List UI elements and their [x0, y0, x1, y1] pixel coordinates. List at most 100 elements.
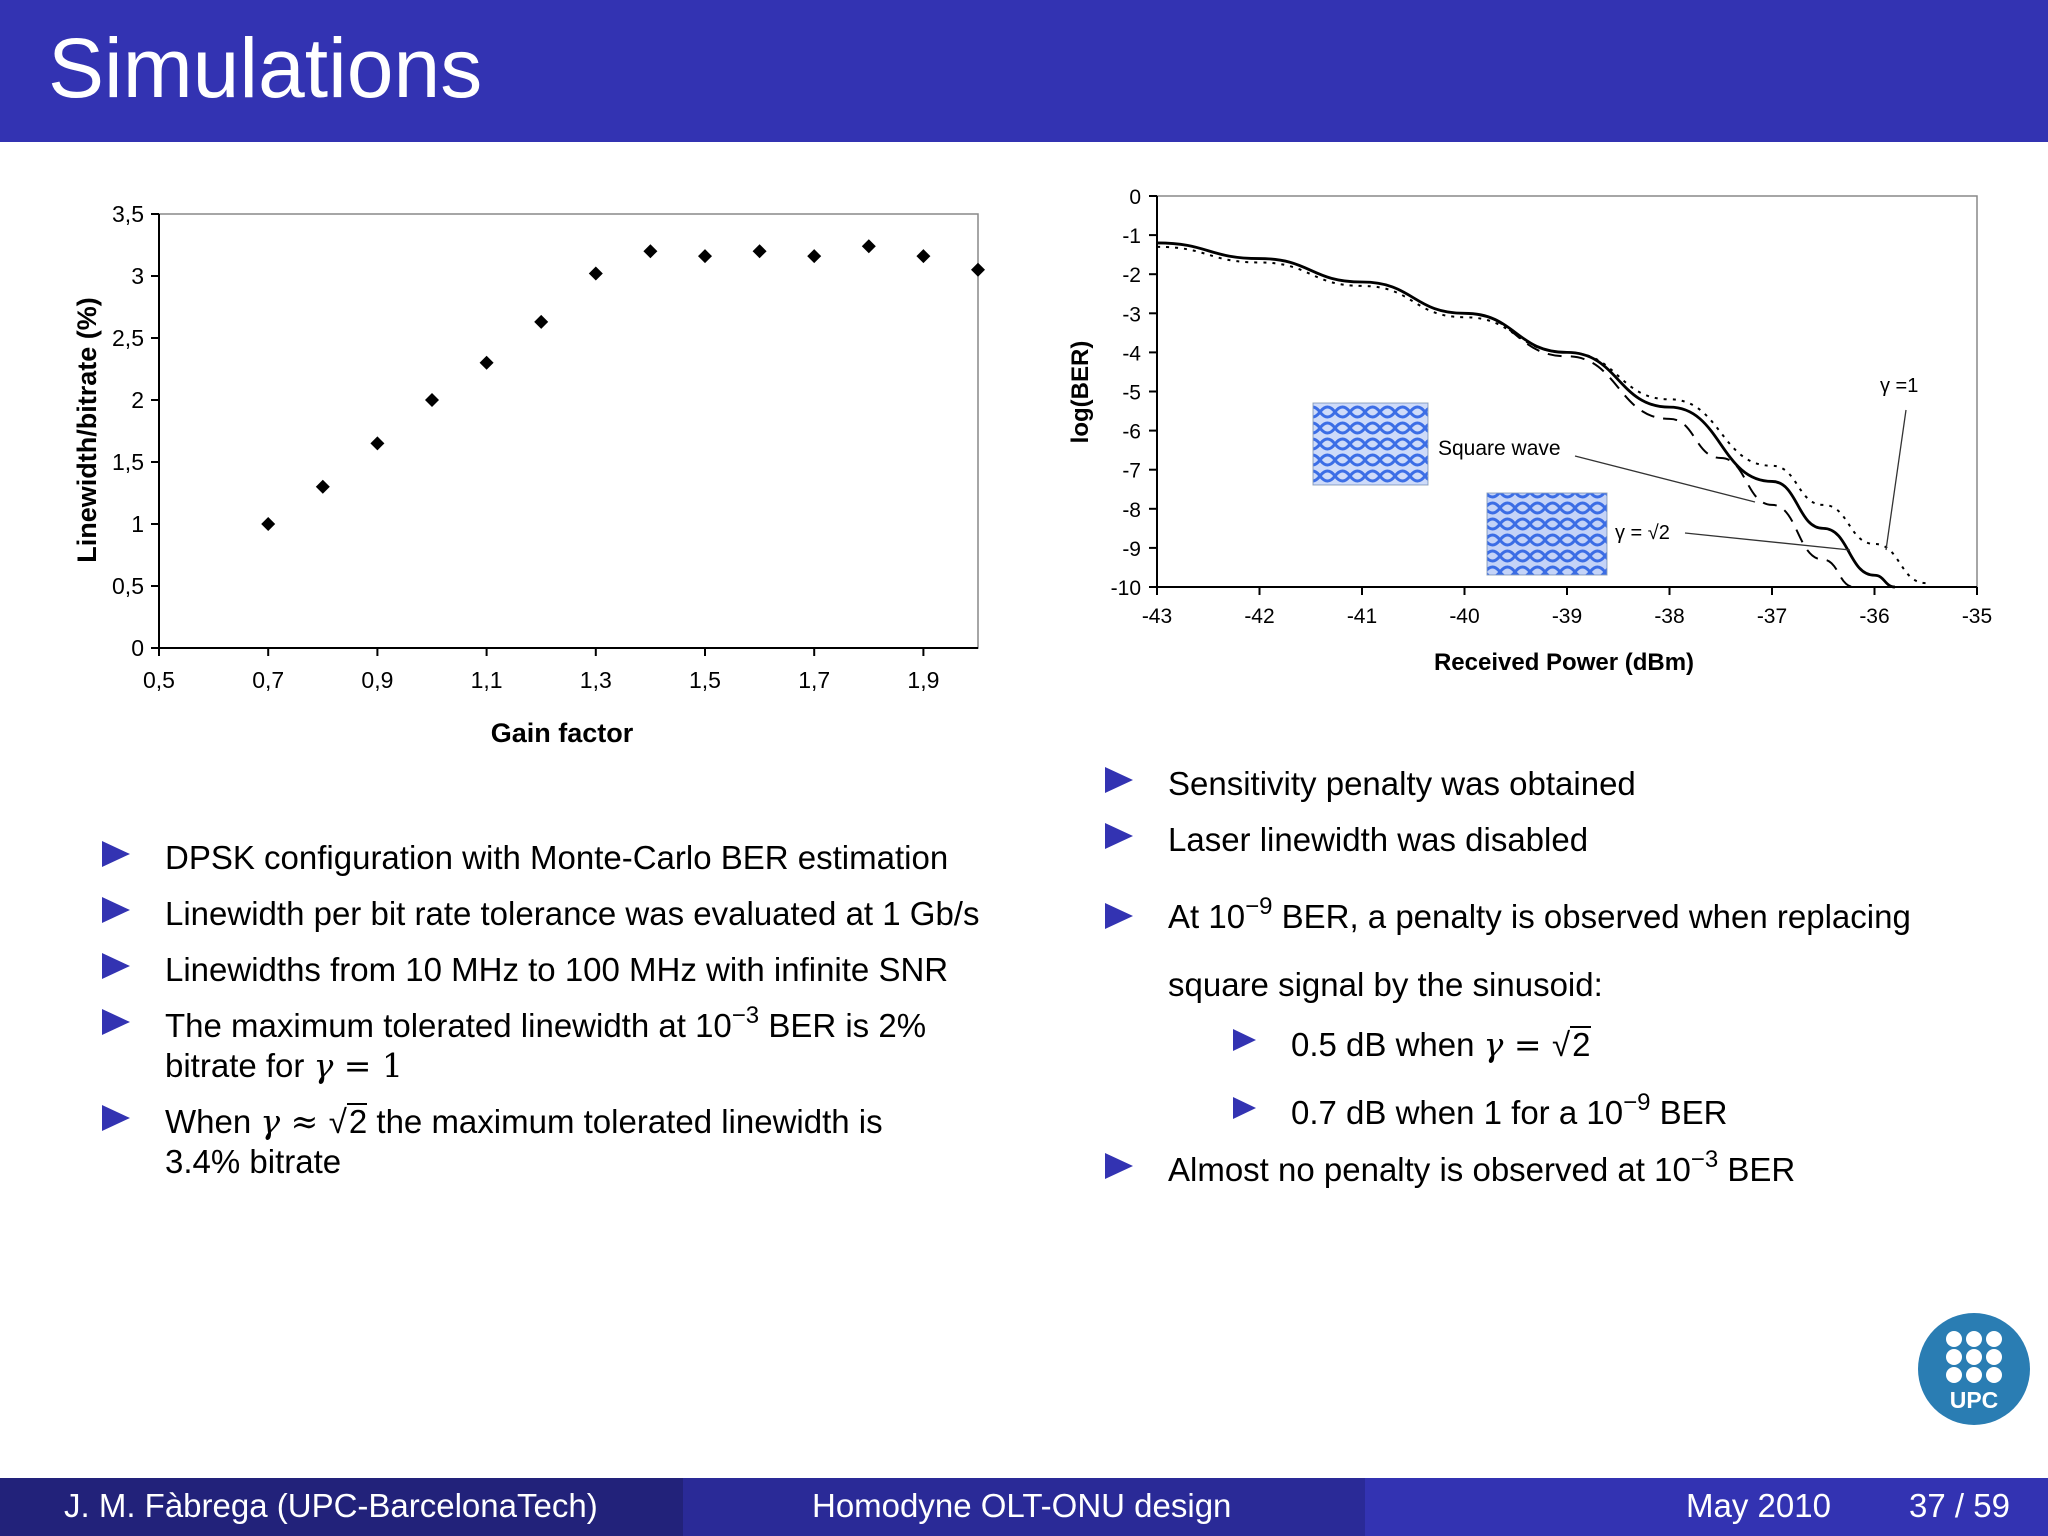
logo-text: UPC — [1950, 1387, 1999, 1413]
text-part: = 1 — [333, 1045, 403, 1085]
ber-chart: 0 -1 -2 -3 -4 -5 -6 -7 -8 -9 -10 -43 -42 -41 -40 -39 -3… — [1067, 186, 1992, 676]
scatter-plot-area — [158, 213, 979, 649]
ber-x-tick-label: -38 — [1654, 605, 1684, 628]
scatter-y-tick-label: 0,5 — [112, 573, 144, 599]
scatter-x-tick-label: 1,3 — [580, 667, 612, 693]
text-part: bitrate for — [165, 1046, 314, 1084]
bullet-triangle-icon — [1105, 903, 1133, 929]
footer-talk-title: Homodyne OLT-ONU design — [812, 1487, 1232, 1524]
superscript: −3 — [1690, 1146, 1719, 1173]
ber-x-label: Received Power (dBm) — [1434, 649, 1694, 676]
sinusoid-eye-diagram — [1486, 492, 1608, 576]
ber-y-tick-label: -1 — [1122, 225, 1141, 248]
approx-symbol: ≈ — [280, 1102, 329, 1141]
bullet-triangle-icon — [102, 953, 130, 979]
logo-dot — [1966, 1349, 1982, 1365]
scatter-point — [807, 249, 822, 264]
radicand: 2 — [346, 1103, 368, 1140]
ber-y-tick-label: -3 — [1122, 303, 1141, 326]
ber-x-tick-label: -39 — [1552, 605, 1582, 628]
ber-x-tick-label: -36 — [1859, 605, 1889, 628]
scatter-y-tick-label: 3 — [131, 263, 144, 289]
radicand: 2 — [1570, 1026, 1591, 1063]
superscript: −3 — [731, 1002, 760, 1029]
text-part: BER — [1650, 1094, 1728, 1131]
ber-x-tick-label: -40 — [1449, 605, 1479, 628]
gamma-symbol: γ — [1483, 1025, 1504, 1064]
text-part: When — [165, 1103, 261, 1140]
ber-x-tick-label: -42 — [1244, 605, 1274, 628]
ber-x-tick-label: -43 — [1142, 605, 1172, 628]
scatter-y-label: Linewidth/bitrate (%) — [72, 297, 102, 563]
bullet-text: Sensitivity penalty was obtained — [1168, 765, 1636, 802]
footer-page-number: 37 / 59 — [1909, 1487, 2010, 1524]
text-part: 3.4% bitrate — [165, 1142, 342, 1180]
logo-dot — [1986, 1367, 2002, 1383]
logo-dot — [1986, 1349, 2002, 1365]
bullet-text: 0.7 dB when 1 for a 10−9 BER — [1291, 1091, 1728, 1133]
gamma-1-annotation: γ =1 — [1880, 375, 1918, 397]
scatter-point — [698, 249, 712, 264]
scatter-point — [861, 239, 876, 254]
superscript: −9 — [1245, 893, 1273, 920]
square-wave-eye-diagram — [1312, 402, 1429, 486]
scatter-x-label: Gain factor — [491, 718, 634, 748]
bullet-text: DPSK configuration with Monte-Carlo BER … — [165, 839, 949, 876]
bullet-text: Almost no penalty is observed at 10−3 BE… — [1168, 1148, 1796, 1190]
scatter-point — [479, 355, 494, 370]
title-bar: Simulations — [0, 0, 2048, 142]
text-part: At 10 — [1168, 898, 1246, 935]
scatter-point — [261, 517, 276, 531]
gamma-sqrt2-leader — [1684, 532, 1851, 551]
ber-y-tick-label: -9 — [1122, 538, 1141, 561]
gamma-symbol: γ — [260, 1102, 281, 1141]
footer: J. M. Fàbrega (UPC-BarcelonaTech) Homody… — [0, 1478, 2048, 1536]
scatter-x-tick-label: 1,5 — [689, 667, 721, 693]
logo-dot — [1986, 1331, 2002, 1347]
text-part: Almost no penalty is observed at 10 — [1168, 1151, 1691, 1188]
footer-author: J. M. Fàbrega (UPC-BarcelonaTech) — [64, 1487, 598, 1524]
scatter-point — [752, 244, 767, 259]
logo-dot — [1946, 1349, 1962, 1365]
bullet-text: When γ ≈ √2 the maximum tolerated linewi… — [165, 1102, 883, 1181]
ber-x-tick-label: -41 — [1347, 605, 1377, 628]
logo-dot — [1946, 1331, 1962, 1347]
scatter-point — [370, 436, 385, 451]
text-part: 0.5 dB when — [1291, 1026, 1484, 1063]
text-part: the maximum tolerated linewidth is — [367, 1103, 883, 1140]
scatter-chart: 0 0,5 1 1,5 2 2,5 3 3,5 0,5 0,7 0,9 1,1 1,3 1,5 1,7 1,… — [72, 201, 985, 748]
ber-y-tick-label: -4 — [1122, 342, 1141, 365]
scatter-y-tick-label: 0 — [131, 635, 144, 661]
scatter-x-tick-label: 0,7 — [252, 667, 284, 693]
footer-date-segment: May 2010 37 / 59 — [1365, 1478, 2048, 1536]
scatter-point — [534, 314, 549, 329]
scatter-y-tick-label: 2 — [131, 387, 144, 413]
ber-y-tick-label: -5 — [1122, 382, 1141, 405]
scatter-x-tick-label: 1,9 — [907, 667, 939, 693]
text-part: square signal by the sinusoid: — [1168, 966, 1603, 1003]
bullet-text: At 10−9 BER, a penalty is observed when … — [1168, 883, 1911, 1019]
sqrt-symbol: √ — [328, 1103, 347, 1140]
ber-y-tick-label: -8 — [1122, 499, 1141, 522]
bullet-triangle-icon — [102, 897, 130, 923]
sqrt-symbol: √ — [1552, 1026, 1571, 1063]
scatter-point — [588, 266, 603, 281]
ber-x-tick-label: -37 — [1757, 605, 1787, 628]
text-part: BER, a penalty is observed when replacin… — [1272, 898, 1911, 935]
bullet-text: Laser linewidth was disabled — [1168, 821, 1589, 858]
ber-y-tick-label: 0 — [1129, 186, 1141, 209]
scatter-y-tick-label: 1,5 — [112, 449, 144, 475]
logo-dot — [1966, 1367, 1982, 1383]
bullet-triangle-icon — [1105, 823, 1133, 849]
footer-author-segment: J. M. Fàbrega (UPC-BarcelonaTech) — [0, 1478, 683, 1536]
ber-y-tick-label: -2 — [1122, 264, 1141, 287]
scatter-point — [425, 393, 439, 407]
text-part: The maximum tolerated linewidth at 10 — [165, 1007, 732, 1044]
bullet-triangle-icon — [1233, 1029, 1256, 1051]
bullet-triangle-icon — [1105, 1153, 1133, 1179]
bullet-triangle-icon — [1105, 767, 1133, 793]
text-part: BER — [1718, 1151, 1796, 1188]
ber-y-label: log(BER) — [1067, 341, 1094, 444]
text-part: 0.7 dB when 1 for a 10 — [1291, 1094, 1624, 1131]
bullet-text: Linewidth per bit rate tolerance was eva… — [165, 895, 980, 932]
